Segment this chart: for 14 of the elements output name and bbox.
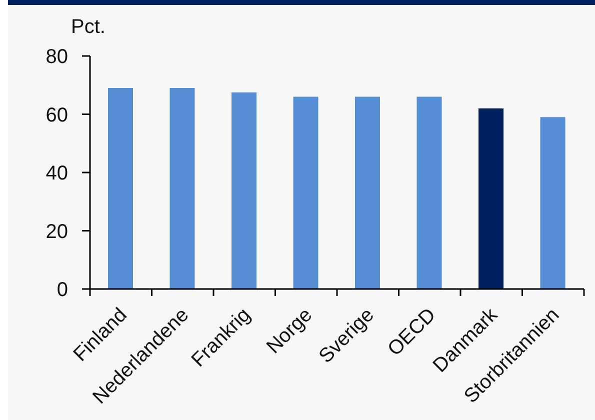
bar xyxy=(355,96,380,289)
bar xyxy=(232,92,256,289)
bar xyxy=(416,96,442,289)
bar xyxy=(540,117,566,289)
y-tick-label: 0 xyxy=(56,279,68,302)
y-tick-label: 20 xyxy=(46,220,68,243)
bar xyxy=(293,96,318,289)
y-tick-label: 80 xyxy=(46,46,68,68)
y-axis-title: Pct. xyxy=(71,16,106,38)
y-tick-label: 60 xyxy=(46,104,68,126)
bar xyxy=(108,88,133,289)
y-tick-label: 40 xyxy=(46,162,68,185)
bar xyxy=(170,88,195,289)
bar xyxy=(478,108,504,289)
